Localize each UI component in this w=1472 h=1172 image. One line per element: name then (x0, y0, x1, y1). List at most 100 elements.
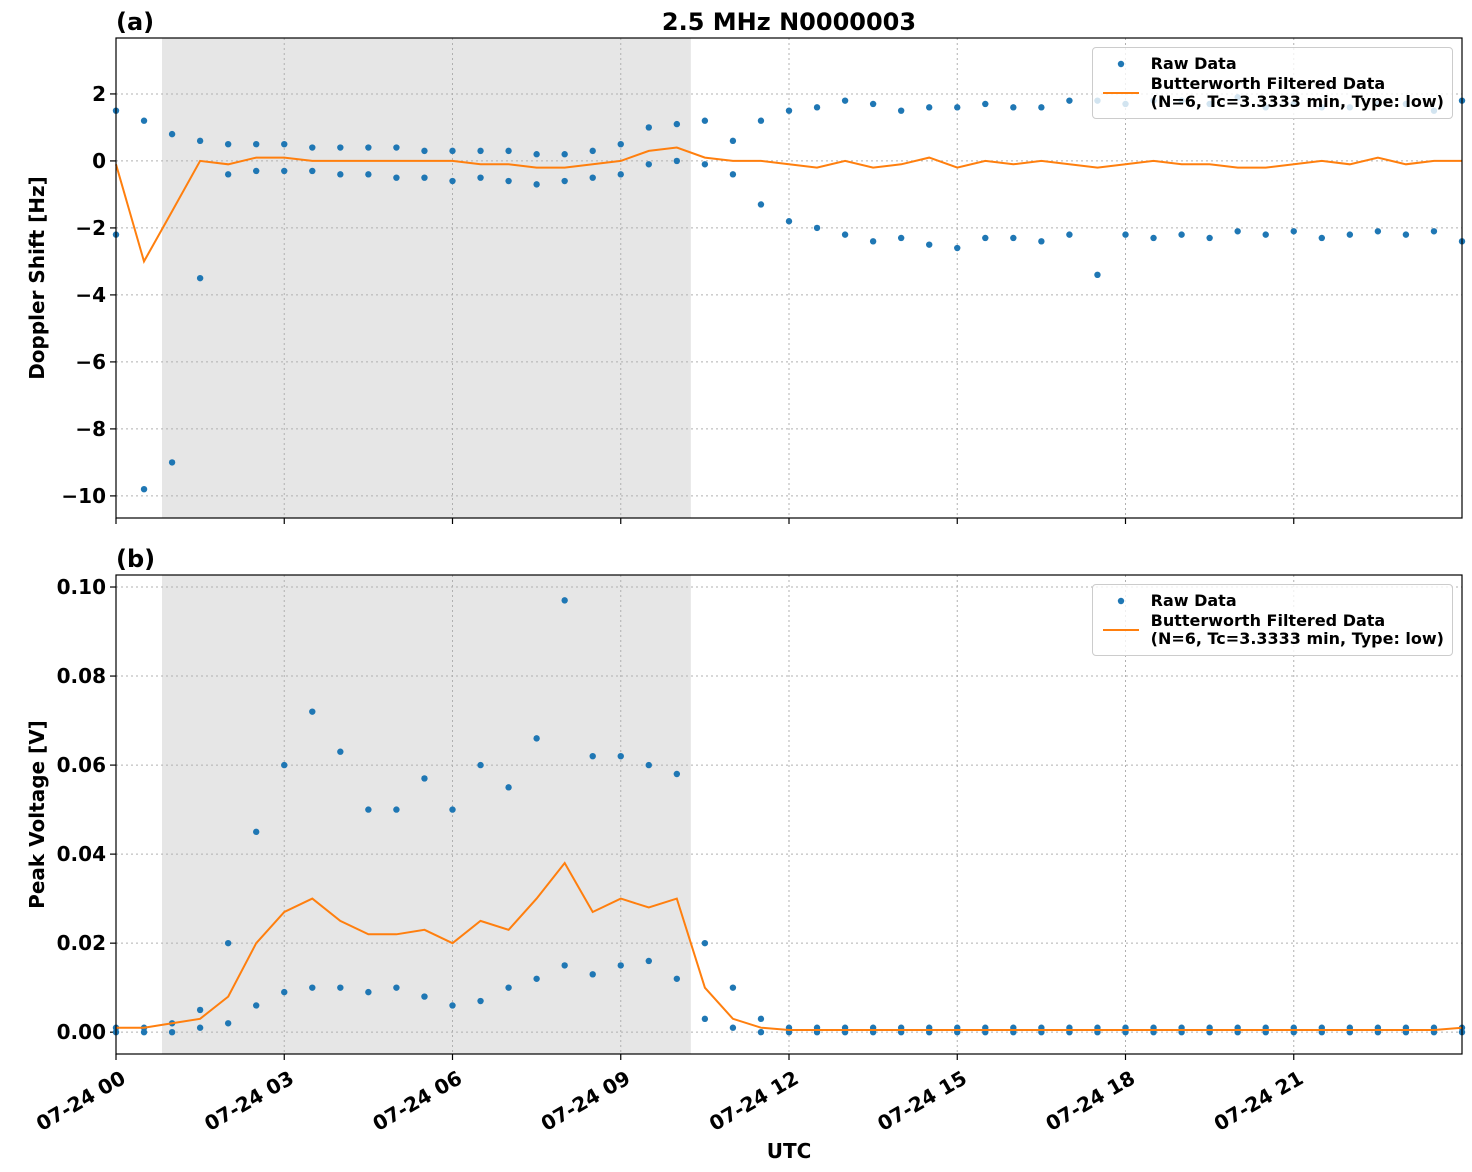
raw-point (729, 984, 737, 991)
panel-label: (a) (116, 8, 154, 36)
raw-point (365, 806, 372, 813)
raw-point (337, 748, 344, 755)
raw-point (869, 238, 877, 245)
raw-point (281, 167, 288, 175)
y-tick-label: 0.02 (57, 931, 106, 955)
raw-point (1010, 234, 1017, 242)
raw-point (982, 234, 989, 242)
raw-point (561, 597, 568, 604)
raw-point (196, 1024, 204, 1031)
raw-point (140, 117, 148, 124)
legend-label: Butterworth Filtered Data (N=6, Tc=3.333… (1150, 611, 1444, 648)
raw-point (337, 984, 344, 991)
raw-point (897, 107, 905, 114)
raw-point (1150, 234, 1157, 242)
raw-point (954, 104, 961, 111)
raw-point (673, 120, 681, 128)
raw-point (1346, 231, 1354, 238)
legend-item: Raw Data (1101, 55, 1444, 73)
raw-point (196, 1006, 204, 1014)
raw-point (1066, 231, 1073, 238)
raw-point (1262, 231, 1269, 238)
legend-item: Raw Data (1101, 592, 1444, 610)
legend: Raw Data Butterworth Filtered Data (N=6, … (1091, 584, 1453, 656)
x-tick-label: 07-24 06 (368, 1066, 466, 1136)
x-tick-label: 07-24 00 (32, 1066, 130, 1136)
raw-point (196, 274, 204, 282)
raw-point (365, 988, 372, 996)
raw-point (1178, 231, 1185, 238)
raw-point (561, 962, 568, 969)
raw-point (505, 177, 512, 185)
raw-point (701, 1015, 709, 1023)
raw-point (393, 174, 400, 181)
raw-point (1402, 231, 1410, 238)
raw-point (954, 244, 961, 252)
raw-point (449, 806, 456, 813)
raw-point (729, 137, 737, 145)
raw-point (841, 231, 849, 238)
raw-point (926, 241, 933, 248)
raw-point (196, 137, 204, 145)
x-axis-label: UTC (767, 1139, 812, 1163)
raw-point (1010, 104, 1017, 111)
raw-point (337, 171, 344, 178)
raw-point (421, 147, 428, 155)
legend-label: Raw Data (1150, 54, 1237, 73)
raw-point (645, 957, 652, 965)
raw-point (757, 201, 765, 208)
raw-point (785, 107, 793, 114)
x-tick-label: 07-24 03 (200, 1066, 298, 1136)
raw-point (701, 117, 709, 124)
raw-point (309, 167, 316, 175)
raw-point (449, 177, 456, 185)
raw-point (505, 147, 512, 155)
y-tick-label: 0.04 (57, 842, 106, 866)
y-tick-label: 0.06 (57, 753, 106, 777)
raw-point (926, 104, 933, 111)
raw-point (1094, 271, 1101, 279)
raw-point (1374, 228, 1382, 235)
raw-point (1430, 228, 1438, 235)
raw-point (477, 147, 484, 155)
y-tick-label: 0.10 (57, 575, 106, 599)
y-tick-label: −2 (75, 216, 106, 240)
raw-point (168, 130, 176, 138)
raw-point (533, 181, 540, 188)
y-tick-label: −8 (75, 417, 106, 441)
y-tick-label: 0 (92, 149, 106, 173)
legend-label: Butterworth Filtered Data (N=6, Tc=3.333… (1150, 74, 1444, 111)
raw-point (449, 147, 456, 155)
raw-point (505, 784, 512, 791)
raw-point (477, 997, 484, 1005)
raw-point (813, 104, 821, 111)
raw-point (589, 971, 596, 978)
y-tick-label: 2 (92, 82, 106, 106)
raw-point (253, 167, 260, 175)
plot-frame (115, 574, 1463, 1055)
raw-point (140, 1028, 148, 1036)
raw-point (477, 761, 484, 769)
raw-point (309, 984, 316, 991)
raw-point (982, 100, 989, 108)
raw-point (561, 177, 568, 185)
raw-point (673, 770, 681, 778)
raw-point (421, 775, 428, 782)
raw-point (281, 988, 288, 996)
x-tick-label: 07-24 12 (705, 1066, 803, 1136)
raw-point (224, 1020, 232, 1027)
raw-point (645, 124, 652, 131)
raw-point (533, 735, 540, 742)
legend-marker (1117, 60, 1124, 68)
raw-point (253, 1002, 260, 1009)
plot-frame (115, 37, 1463, 519)
raw-point (224, 140, 232, 148)
raw-point (589, 752, 596, 760)
raw-point (757, 1015, 765, 1023)
raw-point (393, 984, 400, 991)
raw-point (673, 157, 681, 165)
raw-point (757, 117, 765, 124)
raw-point (589, 147, 596, 155)
raw-point (897, 234, 905, 242)
